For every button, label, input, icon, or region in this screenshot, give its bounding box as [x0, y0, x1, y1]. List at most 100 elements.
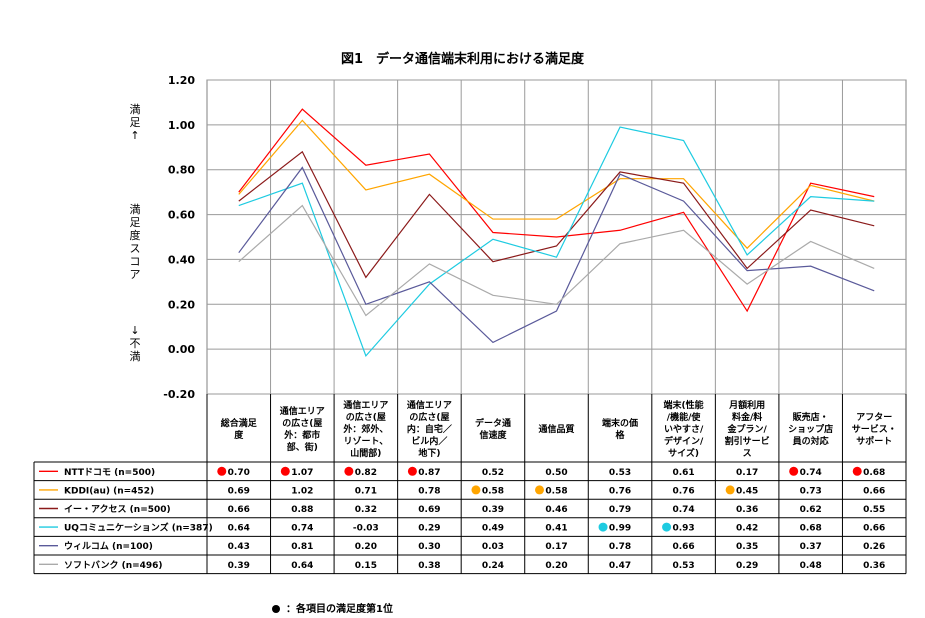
series-name: ソフトバンク (n=496): [64, 560, 163, 571]
series-line: [238, 108, 875, 313]
category-label: いやすさ/: [664, 424, 704, 435]
y-axis-label: 度: [130, 228, 141, 242]
first-place-marker-icon: [725, 485, 735, 495]
first-place-marker-icon: [471, 485, 481, 495]
data-label: 0.15: [355, 561, 377, 571]
category-label: ビル内／: [411, 435, 447, 447]
category-label: 信速度: [479, 429, 507, 441]
data-label: 0.71: [355, 486, 377, 496]
data-label: -0.03: [353, 524, 379, 534]
data-label: 0.58: [482, 486, 504, 496]
data-label: 0.52: [482, 468, 504, 478]
data-label: 0.55: [863, 505, 885, 515]
data-label: 0.70: [228, 468, 250, 478]
data-label: 0.36: [863, 561, 885, 571]
first-place-marker-icon: [662, 522, 672, 532]
series-line: [238, 166, 875, 344]
y-tick-label: 0.20: [168, 298, 195, 311]
data-label: 0.81: [291, 542, 313, 552]
first-place-marker-icon: [535, 485, 544, 495]
category-label: 格: [616, 429, 626, 441]
data-label: 0.79: [609, 505, 631, 515]
data-label: 0.49: [482, 524, 504, 534]
data-label: 0.78: [418, 486, 440, 496]
category-label: 月額利用: [728, 399, 765, 411]
first-place-marker-icon: [789, 466, 799, 476]
first-place-marker-icon: [344, 466, 354, 476]
data-label: 0.76: [609, 486, 631, 496]
data-label: 0.69: [228, 486, 250, 496]
data-label: 0.53: [609, 468, 631, 478]
data-label: 0.39: [482, 505, 504, 515]
data-label: 1.02: [291, 486, 313, 496]
y-axis-label-top: 足: [130, 116, 141, 129]
category-label: リゾート、: [343, 435, 388, 447]
y-axis-label: 満: [130, 203, 141, 216]
category-label: 通信エリア: [280, 405, 325, 417]
data-label: 0.74: [672, 505, 694, 515]
category-label: 部、街): [287, 441, 318, 453]
category-label: サポート: [856, 435, 892, 447]
category-label: の広さ(屋: [346, 411, 386, 423]
data-label: 0.66: [228, 505, 250, 515]
data-label: 0.62: [800, 505, 822, 515]
data-label: 0.39: [228, 561, 250, 571]
y-tick-label: 0.60: [168, 209, 195, 222]
category-label: 販売店・: [793, 411, 829, 423]
y-axis-label: 足: [130, 216, 141, 229]
category-label: 料金/料: [732, 411, 762, 423]
category-label: 通信エリア: [343, 399, 388, 411]
y-tick-label: 0.40: [168, 253, 195, 266]
category-label: 地下): [418, 447, 440, 459]
series-name: ウィルコム (n=100): [64, 541, 153, 552]
series-name: NTTドコモ (n=500): [64, 467, 155, 478]
data-label: 0.48: [800, 561, 822, 571]
data-label: 0.35: [736, 542, 758, 552]
category-label: デザイン/: [664, 435, 704, 447]
data-label: 0.24: [482, 561, 504, 571]
y-axis-label-bottom: 不: [130, 337, 141, 350]
series-name: UQコミュニケーションズ (n=387): [64, 522, 213, 534]
data-label: 0.66: [863, 524, 885, 534]
data-label: 0.99: [609, 524, 631, 534]
chart-svg: 1.201.000.800.600.400.200.00-0.20満足↑満足度ス…: [33, 74, 907, 575]
data-label: 0.64: [291, 561, 313, 571]
y-tick-label: -0.20: [163, 388, 195, 401]
first-place-marker-icon: [598, 522, 608, 532]
series-name: イー・アクセス (n=500): [64, 504, 171, 515]
y-axis-label-top: 満: [130, 103, 141, 116]
category-label: 割引サービ: [725, 435, 770, 447]
y-axis-label: ス: [130, 242, 141, 255]
data-label: 0.82: [355, 468, 377, 478]
category-label: 金プラン/: [726, 423, 767, 435]
y-axis-label-top: ↑: [130, 129, 139, 142]
data-label: 0.78: [609, 542, 631, 552]
data-label: 0.53: [672, 561, 694, 571]
series-line: [238, 150, 875, 279]
series-name: KDDI(au) (n=452): [64, 486, 154, 496]
data-label: 0.68: [800, 524, 822, 534]
category-label: 端末の価: [602, 417, 638, 429]
category-label: ス: [743, 448, 752, 459]
data-label: 0.20: [355, 542, 377, 552]
category-label: 山間部): [350, 447, 381, 459]
data-label: 1.07: [291, 468, 313, 478]
data-label: 0.43: [228, 542, 250, 552]
data-label: 0.42: [736, 524, 758, 534]
series-line: [238, 119, 875, 250]
y-axis-label: ア: [130, 268, 141, 281]
data-label: 0.17: [736, 468, 758, 478]
data-label: 0.64: [228, 524, 250, 534]
data-label: 0.50: [545, 468, 567, 478]
data-label: 0.88: [291, 505, 313, 515]
y-tick-label: 0.00: [168, 343, 195, 356]
data-label: 0.68: [863, 468, 885, 478]
category-label: 端末(性能: [664, 399, 704, 411]
category-label: サービス・: [852, 423, 897, 435]
data-label: 0.93: [672, 524, 694, 534]
data-label: 0.29: [736, 561, 758, 571]
category-label: サイズ): [668, 447, 699, 459]
category-label: アフター: [856, 411, 892, 423]
category-label: 通信エリア: [407, 399, 452, 411]
category-label: 内：自宅／: [407, 423, 452, 435]
